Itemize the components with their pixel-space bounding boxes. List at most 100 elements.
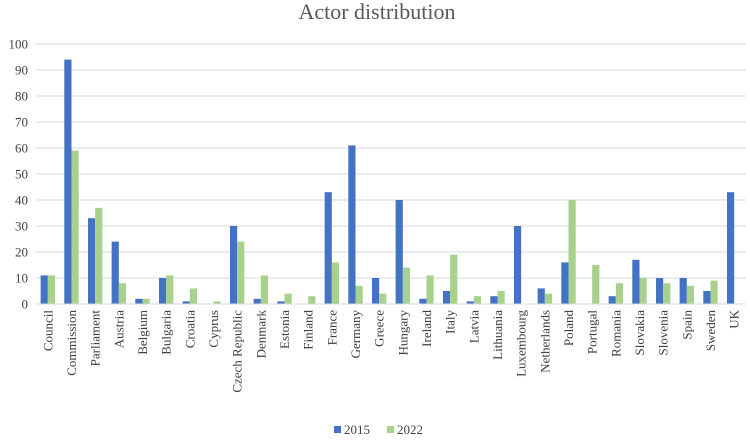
bar-2015-greece — [371, 278, 380, 304]
bar-2015-slovakia — [632, 259, 640, 304]
bar-2015-germany — [348, 145, 356, 304]
x-category-label: France — [324, 310, 339, 346]
bar-2015-belgium — [135, 298, 143, 304]
x-category-label: Poland — [561, 310, 576, 347]
y-tick-label: 70 — [15, 115, 28, 130]
x-category-label: Slovenia — [656, 310, 671, 356]
legend-label: 2022 — [397, 422, 423, 437]
x-category-label: UK — [727, 309, 742, 328]
x-category-label: Portugal — [585, 310, 600, 354]
gridlines — [36, 43, 746, 279]
bar-2022-france — [331, 262, 340, 304]
bar-2022-croatia — [189, 288, 198, 304]
legend-swatch-2015 — [334, 426, 341, 433]
bar-2015-france — [324, 192, 332, 304]
bar-2022-denmark — [260, 275, 269, 304]
bar-2015-austria — [111, 241, 119, 304]
y-tick-label: 60 — [15, 141, 28, 156]
bar-2015-latvia — [466, 301, 474, 304]
y-tick-label: 50 — [15, 167, 28, 182]
bar-2022-lithuania — [497, 291, 505, 304]
x-category-label: Hungary — [395, 310, 410, 356]
x-category-label: Germany — [348, 310, 363, 359]
bar-2022-italy — [450, 254, 458, 304]
y-tick-label: 0 — [22, 297, 29, 312]
bar-2022-council — [47, 275, 56, 304]
y-tick-label: 80 — [15, 89, 28, 104]
x-axis-categories: Council Commission Parliament Austria Belgiu… — [40, 309, 741, 392]
x-category-label: Spain — [679, 310, 694, 340]
bar-2022-hungary — [402, 267, 411, 304]
y-tick-label: 90 — [15, 63, 28, 78]
legend-swatch-2022 — [387, 426, 394, 433]
bar-2015-italy — [442, 291, 451, 304]
x-category-label: Croatia — [182, 310, 197, 348]
x-category-label: Sweden — [703, 310, 718, 352]
bar-2015-lithuania — [490, 296, 498, 304]
x-category-label: Bulgaria — [159, 310, 174, 355]
y-tick-label: 40 — [15, 193, 28, 208]
bar-2015-sweden — [703, 291, 711, 304]
bar-2015-parliament — [87, 218, 96, 304]
legend: 2015 2022 — [334, 422, 423, 437]
x-category-label: Romania — [608, 310, 623, 357]
bar-2022-ireland — [426, 275, 434, 304]
bar-2022-germany — [355, 285, 363, 304]
bar-2015-spain — [679, 278, 687, 304]
bar-2022-slovakia — [639, 278, 647, 304]
bar-2015-estonia — [277, 301, 285, 304]
bar-2022-spain — [686, 285, 695, 304]
bar-2015-ireland — [419, 298, 427, 304]
x-category-label: Council — [40, 310, 55, 352]
bar-2022-portugal — [592, 265, 600, 304]
bar-2022-czech-republic — [237, 241, 245, 304]
bar-2022-commission — [71, 150, 79, 304]
x-category-label: Greece — [372, 310, 387, 347]
y-tick-label: 30 — [15, 219, 28, 234]
bar-2022-parliament — [95, 207, 103, 304]
bar-2022-sweden — [710, 280, 718, 304]
bar-2015-hungary — [395, 200, 403, 304]
x-category-label: Belgium — [135, 310, 150, 355]
x-category-label: Netherlands — [537, 310, 552, 373]
bar-2015-luxembourg — [513, 226, 522, 304]
bar-2022-latvia — [473, 296, 482, 304]
x-category-label: Czech Republic — [230, 310, 245, 393]
x-category-label: Cyprus — [206, 310, 221, 348]
bar-2022-slovenia — [663, 283, 671, 304]
bar-2022-estonia — [284, 293, 292, 304]
x-category-label: Italy — [443, 310, 458, 334]
x-category-label: Denmark — [253, 310, 268, 359]
bar-2022-austria — [118, 283, 127, 304]
bar-2022-poland — [568, 200, 576, 304]
y-tick-label: 100 — [9, 37, 29, 52]
bar-2022-bulgaria — [166, 275, 174, 304]
y-tick-label: 20 — [15, 245, 28, 260]
bar-2015-croatia — [182, 301, 190, 304]
bar-2022-greece — [379, 293, 387, 304]
legend-label: 2015 — [344, 422, 370, 437]
bar-2015-slovenia — [655, 278, 664, 304]
bar-2022-finland — [308, 296, 316, 304]
bar-2022-belgium — [142, 298, 150, 304]
bar-2015-council — [40, 275, 48, 304]
x-category-label: Parliament — [88, 310, 103, 367]
x-category-label: Lithuania — [490, 310, 505, 360]
chart-title: Actor distribution — [298, 0, 455, 24]
x-category-label: Estonia — [277, 310, 292, 349]
x-category-label: Slovakia — [632, 310, 647, 356]
bars — [40, 59, 735, 304]
bar-2022-romania — [615, 283, 624, 304]
bar-2015-commission — [64, 59, 72, 304]
bar-2015-poland — [561, 262, 569, 304]
bar-2015-czech-republic — [229, 226, 238, 304]
x-category-label: Ireland — [419, 310, 434, 347]
bar-2015-romania — [608, 296, 616, 304]
x-category-label: Luxembourg — [514, 310, 529, 377]
x-category-label: Finland — [301, 310, 316, 350]
y-tick-label: 10 — [15, 271, 28, 286]
bar-2022-netherlands — [544, 293, 553, 304]
x-category-label: Commission — [64, 310, 79, 376]
bar-2015-denmark — [253, 298, 261, 304]
x-category-label: Latvia — [466, 310, 481, 343]
